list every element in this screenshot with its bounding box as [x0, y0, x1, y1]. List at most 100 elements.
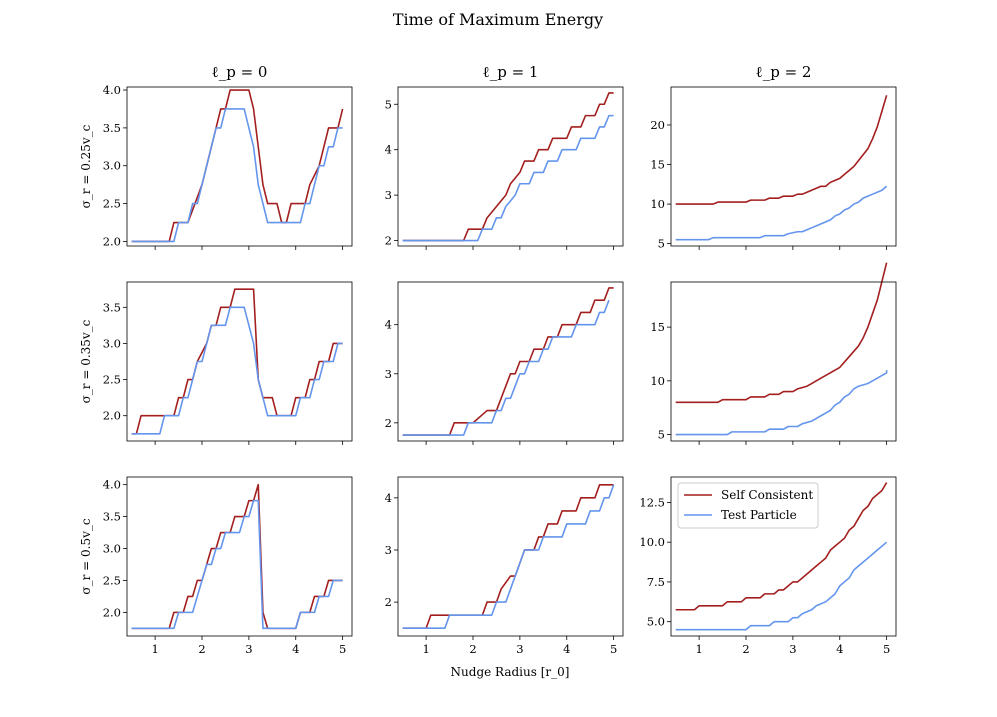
y-tick-label-r1c3-5: 5	[658, 237, 665, 251]
y-tick-label-r1c1-3.5: 3.5	[103, 121, 121, 135]
x-tick-label-r3c1-4: 4	[292, 642, 299, 656]
series-line-test-particle-r2c2	[402, 299, 610, 436]
panel-r1c2: 2 3 4 5 ℓ_p = 1	[385, 63, 624, 250]
legend-label-test-particle: Test Particle	[721, 508, 797, 522]
panel-r2c2: 2 3 4	[385, 281, 624, 445]
x-tick-label-r3c2-4: 4	[563, 642, 570, 656]
x-tick-label-r3c3-1: 1	[695, 642, 702, 656]
y-tick-label-r1c2-5: 5	[385, 97, 392, 111]
legend-frame	[677, 482, 819, 529]
legend: Self Consistent Test Particle	[677, 482, 819, 529]
series-line-test-particle-r1c2	[402, 114, 614, 242]
series-line-test-particle-r3c2	[402, 484, 615, 629]
x-tick-label-r3c3-2: 2	[742, 642, 749, 656]
panel-title-r1c1: ℓ_p = 0	[212, 63, 268, 81]
x-tick-label-r3c2-2: 2	[469, 642, 476, 656]
axes-frame-r3c3	[670, 476, 897, 637]
y-tick-label-r1c2-4: 4	[385, 143, 392, 157]
figure-title: Time of Maximum Energy	[393, 10, 603, 29]
y-tick-label-r2c3-10: 10	[650, 374, 665, 388]
y-tick-label-r2c2-2: 2	[385, 416, 392, 430]
axes-frame-r3c2	[397, 476, 624, 637]
y-tick-label-r1c3-20: 20	[650, 118, 665, 132]
y-tick-label-r2c3-15: 15	[650, 320, 665, 334]
series-line-self-consistent-r1c2	[402, 92, 614, 242]
y-tick-label-r3c1-2: 2.0	[103, 605, 121, 619]
y-tick-label-r1c2-2: 2	[385, 234, 392, 248]
y-axis-label-r2c1: σ_r = 0.35v_c	[79, 319, 93, 403]
series-line-self-consistent-r1c3	[675, 95, 888, 205]
y-tick-label-r2c2-3: 3	[385, 367, 392, 381]
panel-r2c3: 5 10 15	[650, 262, 897, 445]
y-tick-label-r3c2-3: 3	[385, 543, 392, 557]
panel-r3c3: 1 2 3 4 5 5.0 7.5 10.0 12.5	[639, 476, 897, 656]
series-line-self-consistent-r1c1	[131, 89, 344, 243]
series-line-test-particle-r2c3	[675, 370, 888, 436]
y-tick-label-r3c2-2: 2	[385, 595, 392, 609]
x-tick-label-r3c3-3: 3	[789, 642, 796, 656]
y-tick-label-r3c3-5: 5.0	[647, 615, 665, 629]
axes-frame-r2c2	[397, 281, 624, 442]
x-tick-label-r3c1-2: 2	[198, 642, 205, 656]
y-tick-label-r1c1-3: 3.0	[103, 159, 121, 173]
y-tick-label-r1c3-10: 10	[650, 197, 665, 211]
x-tick-label-r3c2-5: 5	[610, 642, 617, 656]
series-line-self-consistent-r2c2	[402, 287, 614, 436]
y-tick-label-r3c1-3: 3.0	[103, 542, 121, 556]
y-tick-label-r1c1-4: 4.0	[103, 83, 121, 97]
y-tick-label-r1c3-15: 15	[650, 158, 665, 172]
x-axis-label: Nudge Radius [r_0]	[451, 665, 570, 679]
y-tick-label-r3c3-12.5: 12.5	[639, 495, 665, 509]
panel-r1c3: 5 10 15 20 ℓ_p = 2	[650, 63, 897, 251]
series-line-test-particle-r2c1	[131, 306, 343, 435]
panel-r3c1: 1 2 3 4 5 2.0 2.5 3.0 3.5 4.0 σ_r = 0.5v_c	[79, 476, 353, 656]
y-tick-label-r2c2-4: 4	[385, 318, 392, 332]
axes-frame-r1c1	[126, 86, 353, 247]
y-axis-label-r1c1: σ_r = 0.25v_c	[79, 124, 93, 208]
legend-label-self-consistent: Self Consistent	[721, 488, 813, 502]
y-tick-label-r1c1-2.5: 2.5	[103, 197, 121, 211]
y-tick-label-r3c2-4: 4	[385, 491, 392, 505]
x-tick-label-r3c3-4: 4	[836, 642, 843, 656]
x-tick-label-r3c2-1: 1	[422, 642, 429, 656]
series-line-self-consistent-r3c2	[402, 484, 614, 629]
x-tick-label-r3c3-5: 5	[883, 642, 890, 656]
y-tick-label-r2c3-5: 5	[658, 428, 665, 442]
series-line-self-consistent-r2c1	[131, 288, 343, 435]
panel-r2c1: 2.0 2.5 3.0 3.5 σ_r = 0.35v_c	[79, 281, 353, 445]
y-tick-label-r1c1-2: 2.0	[103, 234, 121, 248]
y-tick-label-r3c3-7.5: 7.5	[647, 575, 665, 589]
series-line-test-particle-r3c3	[675, 541, 888, 631]
panel-r3c2: 1 2 3 4 5 2 3 4	[385, 476, 624, 656]
x-tick-label-r3c2-3: 3	[516, 642, 523, 656]
series-line-test-particle-r1c3	[675, 185, 888, 241]
x-tick-label-r3c1-5: 5	[339, 642, 346, 656]
y-tick-label-r2c1-3.5: 3.5	[103, 300, 121, 314]
axes-frame-r1c2	[397, 86, 624, 247]
y-tick-label-r3c1-2.5: 2.5	[103, 573, 121, 587]
y-tick-label-r2c1-2.5: 2.5	[103, 373, 121, 387]
panel-title-r1c3: ℓ_p = 2	[756, 63, 812, 81]
y-tick-label-r2c1-3: 3.0	[103, 336, 121, 350]
y-tick-label-r3c3-10: 10.0	[639, 535, 665, 549]
series-line-self-consistent-r3c3	[675, 482, 888, 611]
series-line-self-consistent-r3c1	[131, 483, 343, 630]
y-tick-label-r2c1-2: 2.0	[103, 409, 121, 423]
x-tick-label-r3c1-1: 1	[151, 642, 158, 656]
series-line-self-consistent-r2c3	[675, 262, 888, 404]
y-tick-label-r3c1-3.5: 3.5	[103, 510, 121, 524]
axes-frame-r3c1	[126, 476, 353, 637]
series-line-test-particle-r1c1	[131, 108, 343, 243]
x-tick-label-r3c1-3: 3	[245, 642, 252, 656]
y-axis-label-r3c1: σ_r = 0.5v_c	[79, 518, 93, 594]
axes-frame-r1c3	[670, 86, 897, 247]
panel-title-r1c2: ℓ_p = 1	[483, 63, 539, 81]
y-tick-label-r3c1-4: 4.0	[103, 478, 121, 492]
panels-group: 2.0 2.5 3.0 3.5 4.0 ℓ_p = 0 σ_r = 0.25v_c 2 3 4 5 ℓ…	[79, 63, 897, 656]
y-tick-label-r1c2-3: 3	[385, 188, 392, 202]
panel-r1c1: 2.0 2.5 3.0 3.5 4.0 ℓ_p = 0 σ_r = 0.25v_c	[79, 63, 353, 250]
series-line-test-particle-r3c1	[131, 499, 343, 630]
axes-frame-r2c3	[670, 281, 897, 442]
